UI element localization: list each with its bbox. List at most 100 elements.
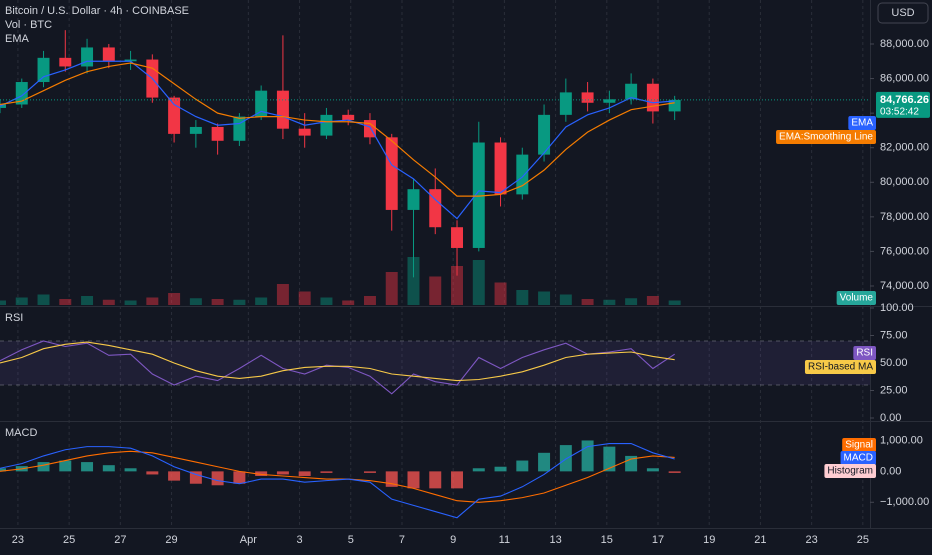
- x-tick-label: 21: [754, 534, 766, 546]
- volume-bar: [581, 299, 594, 305]
- histogram-bar: [603, 446, 616, 472]
- legend-tag: RSI: [853, 346, 876, 360]
- candle-body: [668, 99, 681, 112]
- indicator-label: Vol · BTC: [5, 19, 52, 31]
- volume-bar: [0, 300, 6, 305]
- histogram-bar: [429, 471, 442, 489]
- line: [0, 450, 675, 503]
- histogram-bar: [385, 471, 398, 487]
- volume-bar: [494, 282, 507, 305]
- tag-box: [848, 116, 876, 130]
- volume-bar: [363, 296, 376, 305]
- candle-body: [0, 104, 6, 108]
- x-tick-label: Apr: [240, 534, 257, 546]
- candle-body: [342, 114, 355, 121]
- x-tick-label: 25: [857, 534, 869, 546]
- x-tick-label: 3: [296, 534, 302, 546]
- candle-body: [516, 154, 529, 195]
- y-tick-label: 82,000.00: [880, 142, 929, 154]
- volume-bar: [320, 297, 333, 305]
- candle-body: [407, 189, 420, 210]
- histogram-bar: [559, 445, 572, 472]
- legend-tag: RSI-based MA: [804, 360, 876, 374]
- y-tick-label: 76,000.00: [880, 245, 929, 257]
- x-tick-label: 29: [165, 534, 177, 546]
- candle-body: [472, 142, 485, 248]
- histogram-bar: [255, 471, 268, 476]
- legend-tag: Volume: [836, 291, 876, 305]
- volume-bar: [124, 300, 137, 305]
- tag-label: RSI-based MA: [808, 362, 873, 373]
- y-tick-label: 86,000.00: [880, 72, 929, 84]
- candle-body: [429, 189, 442, 228]
- x-tick-label: 7: [399, 534, 405, 546]
- x-tick-label: 19: [703, 534, 715, 546]
- histogram-bar: [276, 471, 289, 475]
- y-tick-label: 50.00: [880, 357, 908, 369]
- volume-bar: [233, 299, 246, 305]
- volume-bar: [168, 293, 181, 305]
- histogram-bar: [102, 465, 115, 472]
- tag-box: [824, 464, 876, 478]
- tag-label: MACD: [844, 453, 873, 464]
- candle-body: [211, 126, 224, 141]
- x-tick-label: 17: [652, 534, 664, 546]
- volume-bar: [189, 298, 202, 305]
- candle-body: [385, 137, 398, 210]
- histogram-bar: [451, 471, 464, 489]
- volume-bar: [407, 257, 420, 305]
- candle-body: [320, 114, 333, 136]
- histogram-bar: [625, 455, 638, 472]
- histogram-bar: [472, 468, 485, 472]
- volume-bar: [102, 299, 115, 305]
- symbol-title: Bitcoin / U.S. Dollar · 4h · COINBASE: [5, 5, 189, 17]
- histogram-bar: [407, 471, 420, 489]
- candle-body: [603, 99, 616, 103]
- pane-title: MACD: [5, 427, 37, 439]
- y-tick-label: −1,000.00: [880, 496, 929, 508]
- histogram-bar: [211, 471, 224, 486]
- volume-bar: [211, 299, 224, 305]
- histogram-bar: [59, 460, 72, 472]
- legend-tag: EMA:Smoothing Line: [776, 130, 876, 144]
- x-tick-label: 23: [12, 534, 24, 546]
- candle-body: [646, 83, 659, 112]
- candle-body: [81, 47, 94, 67]
- histogram-bar: [516, 460, 529, 472]
- volume-bar: [15, 297, 28, 305]
- x-tick-label: 5: [348, 534, 354, 546]
- tag-label: EMA: [851, 118, 873, 129]
- y-tick-label: 78,000.00: [880, 211, 929, 223]
- volume-bar: [451, 266, 464, 305]
- volume-bar: [538, 291, 551, 305]
- candle-body: [581, 92, 594, 103]
- candle-body: [625, 83, 638, 100]
- last-price: 84,766.26: [880, 94, 929, 106]
- legend-tag: Histogram: [824, 464, 876, 478]
- currency-button[interactable]: [877, 2, 929, 24]
- candle-body: [168, 97, 181, 134]
- tag-label: RSI: [856, 348, 873, 359]
- candle-body: [451, 227, 464, 248]
- volume-bar: [646, 296, 659, 305]
- volume-bar: [298, 291, 311, 305]
- histogram-bar: [233, 471, 246, 484]
- candle-body: [233, 116, 246, 141]
- volume-bar: [385, 272, 398, 305]
- histogram-bar: [494, 466, 507, 472]
- histogram-bar: [320, 471, 333, 473]
- x-tick-label: 11: [499, 534, 510, 546]
- y-tick-label: 88,000.00: [880, 38, 929, 50]
- candle-body: [363, 120, 376, 138]
- volume-bar: [668, 300, 681, 305]
- volume-bar: [625, 298, 638, 305]
- candle-body: [124, 59, 137, 62]
- histogram-bar: [168, 471, 181, 481]
- x-tick-label: 9: [450, 534, 456, 546]
- line: [0, 442, 675, 519]
- tag-label: Volume: [840, 293, 874, 304]
- candle-body: [189, 126, 202, 134]
- x-tick-label: 13: [549, 534, 561, 546]
